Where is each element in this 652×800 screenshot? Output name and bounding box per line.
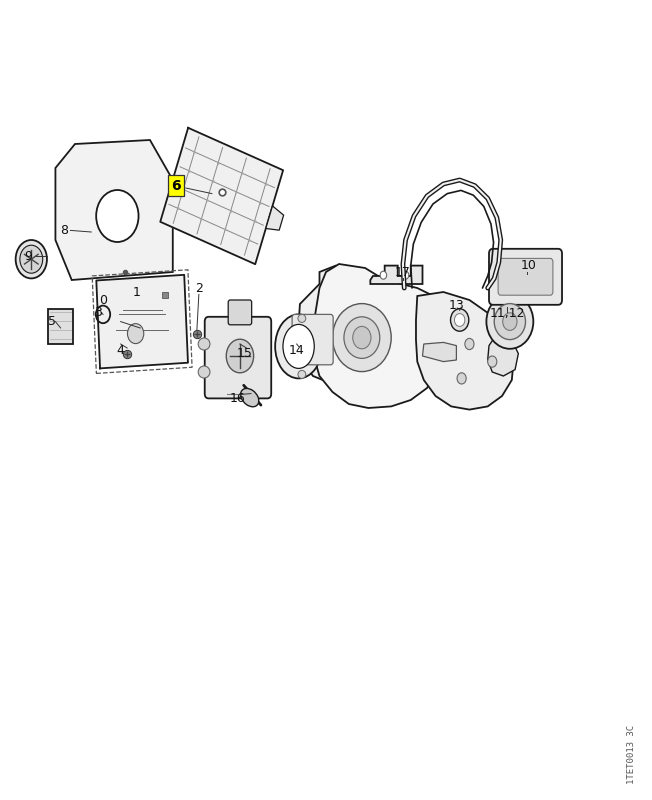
Polygon shape [96,275,188,368]
Ellipse shape [353,326,371,349]
Ellipse shape [96,190,138,242]
Ellipse shape [454,314,465,326]
Ellipse shape [226,339,254,373]
Polygon shape [313,264,447,408]
Text: 11,12: 11,12 [490,307,525,320]
FancyBboxPatch shape [205,317,271,398]
Ellipse shape [283,325,314,369]
Text: 14: 14 [289,344,304,357]
Polygon shape [416,292,514,410]
Ellipse shape [457,373,466,384]
Ellipse shape [241,389,259,406]
FancyBboxPatch shape [489,249,562,305]
Text: 5: 5 [48,315,56,328]
Ellipse shape [486,294,533,349]
FancyBboxPatch shape [498,258,553,295]
Text: 0: 0 [99,294,107,306]
Text: 10: 10 [520,259,536,272]
Polygon shape [48,309,73,344]
Polygon shape [160,128,283,264]
Ellipse shape [198,366,210,378]
Ellipse shape [451,309,469,331]
Polygon shape [266,206,284,230]
Text: 3: 3 [94,306,102,318]
Polygon shape [488,336,518,376]
Ellipse shape [494,304,526,339]
Ellipse shape [16,240,47,278]
Polygon shape [422,342,456,362]
Ellipse shape [275,314,322,378]
Text: 1: 1 [133,286,141,298]
Text: 17: 17 [395,266,411,278]
Text: 4: 4 [117,344,125,357]
Ellipse shape [333,304,391,371]
Text: 9: 9 [24,250,32,262]
Polygon shape [55,140,173,280]
Ellipse shape [298,370,306,378]
Ellipse shape [344,317,379,358]
Text: 15: 15 [237,347,252,360]
Ellipse shape [503,313,517,330]
Ellipse shape [20,245,42,273]
Text: 16: 16 [230,392,246,405]
Text: 8: 8 [60,224,68,237]
Ellipse shape [380,271,387,279]
Ellipse shape [402,271,409,279]
Text: 2: 2 [195,282,203,294]
FancyBboxPatch shape [292,314,333,365]
Polygon shape [370,266,422,284]
Ellipse shape [465,338,474,350]
FancyBboxPatch shape [228,300,252,325]
Polygon shape [299,266,422,388]
Ellipse shape [298,314,306,322]
Text: 13: 13 [449,299,464,312]
Text: 6: 6 [171,178,181,193]
Ellipse shape [127,323,143,344]
Ellipse shape [198,338,210,350]
Ellipse shape [488,356,497,367]
Text: 1TET0013 3C: 1TET0013 3C [627,725,636,784]
